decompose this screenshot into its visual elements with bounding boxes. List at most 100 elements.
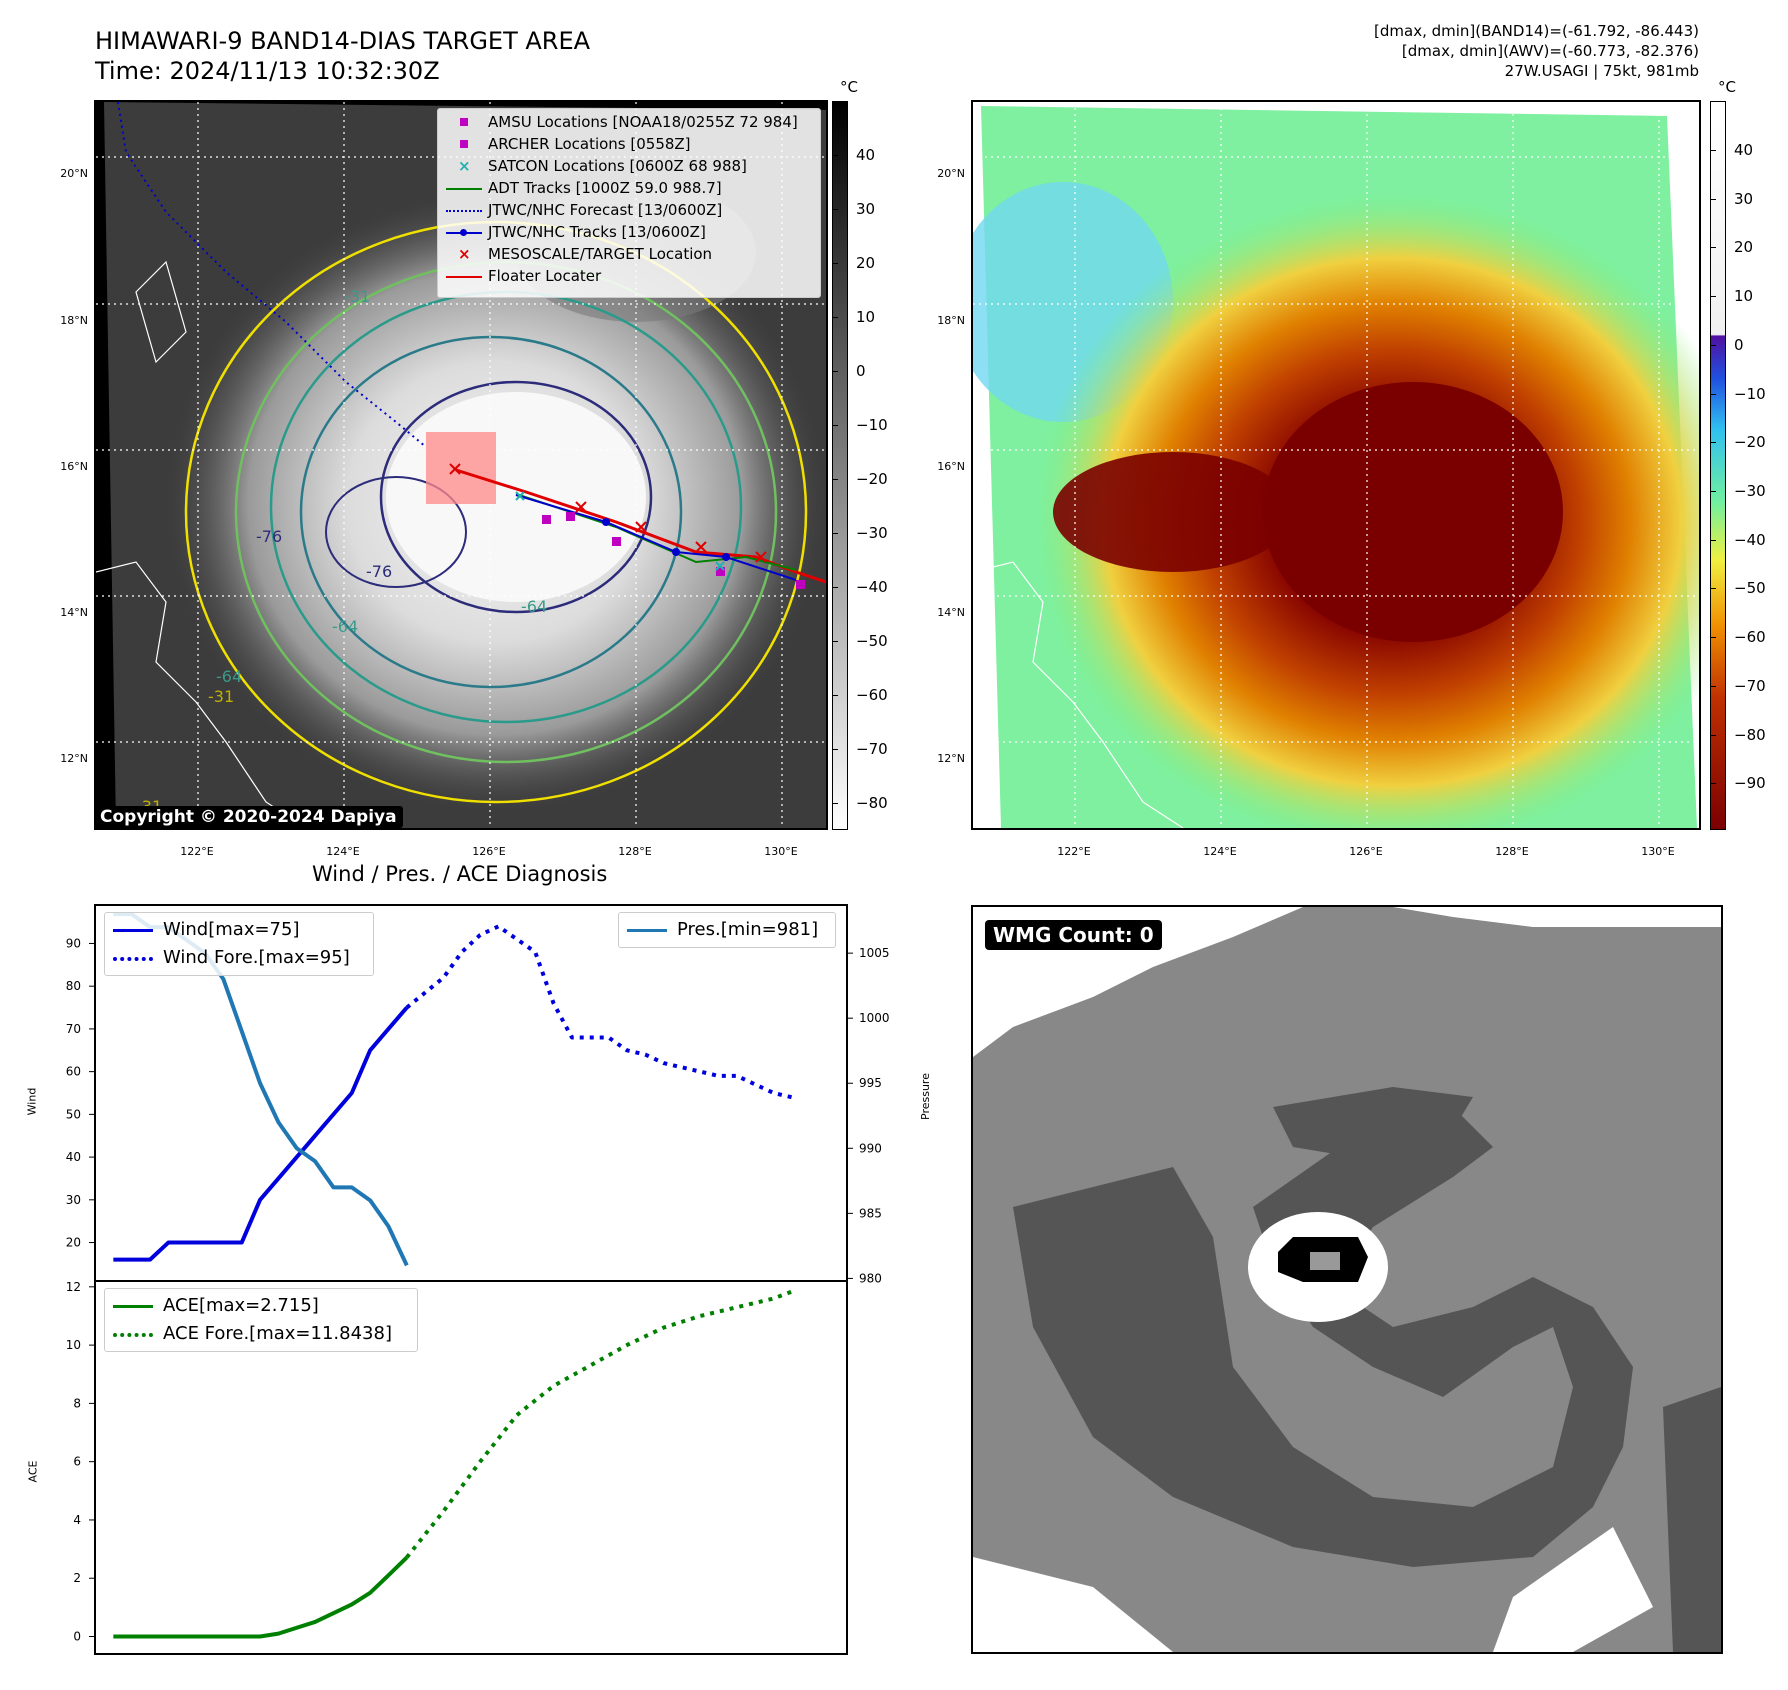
x-marker-icon: ×: [458, 157, 471, 175]
satcon-markers: [515, 491, 725, 571]
eyewall-core: [1263, 382, 1563, 642]
copyright-badge: Copyright © 2020-2024 Dapiya: [94, 806, 403, 828]
jtwc-forecast-track: [117, 102, 427, 448]
dotted-line-icon: [113, 957, 153, 961]
colorbar-tick: −30: [1710, 482, 1766, 500]
y-tick-label: 60: [66, 1065, 81, 1079]
y-tick-label: 12: [66, 1280, 81, 1294]
colorbar-tick: −40: [832, 578, 888, 596]
y2-tick-label: 1005: [859, 946, 890, 960]
ace-legend: ACE[max=2.715] ACE Fore.[max=11.8438]: [104, 1288, 418, 1352]
legend-label: Wind[max=75]: [163, 919, 300, 940]
wmg-canvas: [973, 907, 1721, 1652]
contour-label: -64: [521, 597, 547, 616]
lat-label: 12°N: [937, 752, 965, 765]
series-line-0-1: [405, 924, 793, 1100]
series-line-1-0: [113, 1555, 409, 1639]
page-subtitle-time: Time: 2024/11/13 10:32:30Z: [95, 57, 440, 85]
colorbar-tick: 20: [1709, 238, 1754, 256]
mesoscale-target-markers: [449, 463, 767, 563]
y2-tick-label: 990: [859, 1141, 882, 1155]
dotted-line-icon: [446, 210, 482, 212]
wmg-panel: [971, 905, 1723, 1654]
wmg-white-region: [973, 1557, 1173, 1652]
legend-label: JTWC/NHC Forecast [13/0600Z]: [488, 201, 723, 219]
coastline: [96, 561, 307, 828]
colorbar-tick: −60: [1710, 628, 1766, 646]
line-marker-icon: [627, 929, 667, 932]
wmg-white-region: [1393, 907, 1721, 927]
series-line-1-1: [405, 1289, 793, 1559]
contour-label: -64: [216, 667, 242, 686]
pressure-legend: Pres.[min=981]: [618, 912, 836, 948]
colorbar-tick: 40: [1709, 141, 1754, 159]
contour-label: -76: [256, 527, 282, 546]
colorbar-tick: 10: [831, 308, 876, 326]
y-tick-label: 90: [66, 936, 81, 950]
lon-label: 128°E: [618, 845, 652, 858]
diagnosis-title: Wind / Pres. / ACE Diagnosis: [312, 862, 608, 886]
stats-band14: [dmax, dmin](BAND14)=(-61.792, -86.443): [1374, 22, 1699, 40]
map-legend: AMSU Locations [NOAA18/0255Z 72 984] ARC…: [437, 108, 821, 298]
y2-tick-label: 995: [859, 1076, 882, 1090]
colorbar-tick: 0: [1711, 336, 1744, 354]
lat-label: 18°N: [60, 314, 88, 327]
colorbar-tick: 10: [1709, 287, 1754, 305]
wmg-white-region: [1493, 1527, 1653, 1652]
contour-label: -31: [344, 287, 370, 306]
legend-label: JTWC/NHC Tracks [13/0600Z]: [488, 223, 706, 241]
y2-tick-label: 985: [859, 1206, 882, 1220]
colorbar-tick: −20: [1710, 433, 1766, 451]
colorbar-unit: °C: [840, 78, 858, 96]
wmg-eye-center: [1310, 1252, 1340, 1270]
y-tick-label: 8: [73, 1396, 81, 1410]
colorbar-tick: −40: [1710, 531, 1766, 549]
legend-label: Floater Locater: [488, 267, 602, 285]
legend-label: SATCON Locations [0600Z 68 988]: [488, 157, 747, 175]
legend-label: MESOSCALE/TARGET Location: [488, 245, 713, 263]
lat-label: 20°N: [60, 167, 88, 180]
square-marker-icon: [460, 140, 468, 148]
colorbar-tick: −10: [1710, 385, 1766, 403]
y-tick-label: 80: [66, 979, 81, 993]
colorbar-tick: −20: [832, 470, 888, 488]
contour-label: -76: [366, 562, 392, 581]
lat-label: 16°N: [937, 460, 965, 473]
lon-label: 128°E: [1495, 845, 1529, 858]
y-tick-label: 70: [66, 1022, 81, 1036]
enhanced-ir-map: [971, 100, 1701, 830]
line-marker-icon: [113, 929, 153, 932]
colorbar-tick: −30: [832, 524, 888, 542]
lon-label: 130°E: [1641, 845, 1675, 858]
contour-navy-west: [325, 476, 467, 588]
coastline-island: [135, 260, 187, 364]
lat-label: 14°N: [60, 606, 88, 619]
y-tick-label: 20: [66, 1236, 81, 1250]
y-tick-label: 6: [73, 1455, 81, 1469]
y-tick-label: 0: [73, 1630, 81, 1644]
wmg-count-badge: WMG Count: 0: [985, 920, 1162, 950]
lon-label: 126°E: [1349, 845, 1383, 858]
lat-label: 14°N: [937, 606, 965, 619]
line-marker-icon: [446, 276, 482, 278]
series-line-0-0: [113, 1006, 409, 1262]
legend-label: Pres.[min=981]: [677, 919, 819, 940]
colorbar-tick: 0: [833, 362, 866, 380]
coastline: [973, 561, 1184, 828]
y2-tick-label: 980: [859, 1271, 882, 1285]
western-band: [1053, 452, 1293, 572]
colorbar-unit: °C: [1718, 78, 1736, 96]
contour-teal-inner: [299, 335, 683, 689]
amsu-archer-points: [542, 512, 805, 589]
page-title: HIMAWARI-9 BAND14-DIAS TARGET AREA: [95, 27, 591, 55]
y-tick-label: 10: [66, 1338, 81, 1352]
y-tick-label: 2: [73, 1571, 81, 1585]
lon-label: 126°E: [472, 845, 506, 858]
legend-label: AMSU Locations [NOAA18/0255Z 72 984]: [488, 113, 798, 131]
color-colorbar: [1710, 101, 1726, 830]
lon-label: 124°E: [326, 845, 360, 858]
colorbar-tick: −70: [832, 740, 888, 758]
x-marker-icon: ×: [458, 245, 471, 263]
enhanced-map-canvas: [973, 102, 1699, 828]
